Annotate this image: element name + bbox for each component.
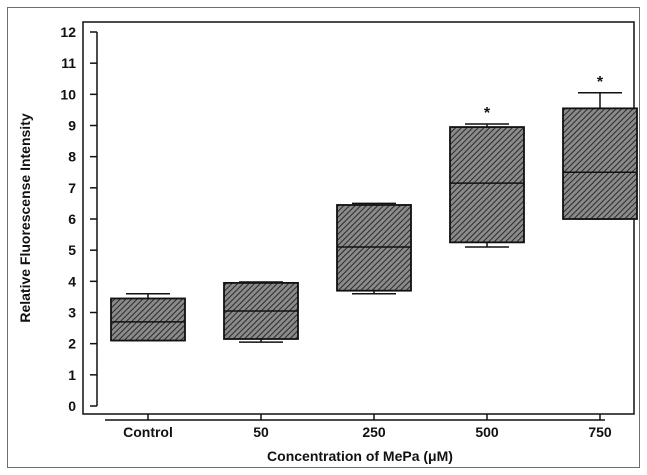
x-tick-label: 750 [588, 424, 612, 440]
box-50 [223, 281, 299, 343]
box-250 [336, 202, 412, 295]
box-Control [110, 293, 186, 342]
y-tick-label: 8 [68, 149, 76, 165]
box-body [449, 126, 525, 244]
x-tick-label: 50 [253, 424, 269, 440]
significance-marker: * [597, 74, 604, 91]
boxes: ** [110, 74, 638, 343]
box-body [562, 107, 638, 220]
y-tick-label: 1 [68, 367, 76, 383]
figure-frame [7, 7, 640, 468]
y-tick-label: 9 [68, 118, 76, 134]
y-tick-label: 7 [68, 180, 76, 196]
x-tick-label: 250 [362, 424, 386, 440]
x-axis: Control 50 250 500 750 [105, 414, 612, 440]
y-tick-label: 3 [68, 305, 76, 321]
x-axis-title: Concentration of MePa (μM) [267, 448, 453, 464]
y-tick-label: 5 [68, 242, 76, 258]
y-axis-title: Relative Fluorescense Intensity [17, 113, 33, 323]
box-500: * [449, 105, 525, 248]
x-tick-label: Control [123, 424, 173, 440]
y-tick-label: 2 [68, 336, 76, 352]
y-tick-label: 12 [60, 24, 76, 40]
y-tick-label: 10 [60, 86, 76, 102]
significance-marker: * [484, 105, 491, 122]
box-body [110, 297, 186, 342]
y-tick-label: 0 [68, 398, 76, 414]
y-tick-label: 11 [61, 55, 76, 71]
y-tick-label: 6 [68, 211, 76, 227]
box-750: * [562, 74, 638, 220]
box-body [336, 204, 412, 292]
y-tick-label: 4 [68, 273, 76, 289]
x-tick-label: 500 [475, 424, 499, 440]
